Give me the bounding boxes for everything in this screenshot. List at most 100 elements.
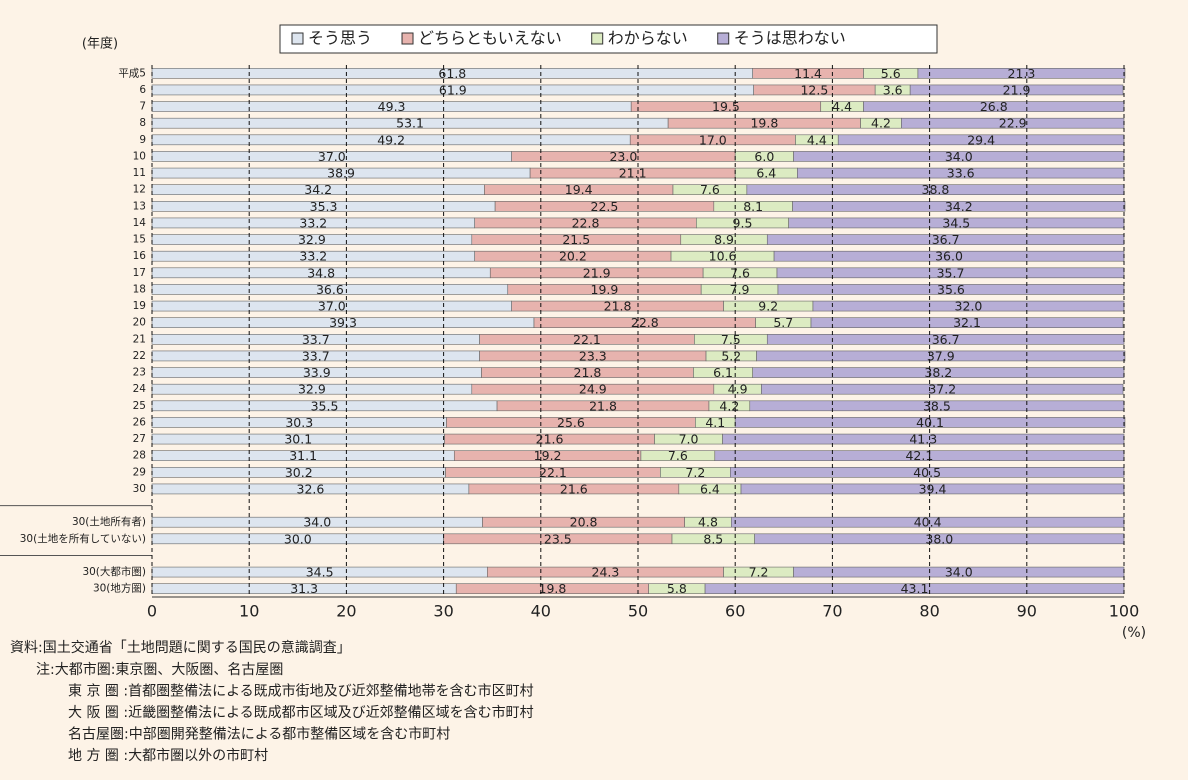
legend-swatch bbox=[291, 32, 304, 45]
note: 注:大都市圏:東京圏、大阪圏、名古屋圏 bbox=[36, 661, 283, 678]
bar-segment bbox=[766, 234, 1125, 245]
value-label: 12.5 bbox=[800, 82, 828, 97]
y-tick-label: 16 bbox=[133, 250, 147, 262]
x-axis-unit: (%) bbox=[1122, 625, 1146, 641]
value-label: 19.5 bbox=[712, 99, 740, 114]
value-label: 9.2 bbox=[758, 299, 778, 314]
value-label: 38.2 bbox=[924, 365, 952, 380]
value-label: 22.9 bbox=[999, 116, 1027, 131]
value-label: 33.6 bbox=[947, 166, 975, 181]
value-label: 49.3 bbox=[378, 99, 406, 114]
y-tick-label: 10 bbox=[133, 150, 146, 162]
y-tick-label: 11 bbox=[133, 167, 146, 179]
bar-segment bbox=[749, 400, 1125, 412]
value-label: 21.3 bbox=[1008, 66, 1036, 81]
legend-swatch bbox=[401, 32, 414, 45]
value-label: 36.0 bbox=[935, 249, 963, 264]
x-tick-label: 70 bbox=[822, 602, 842, 621]
value-label: 49.2 bbox=[377, 132, 405, 147]
note: 地 方 圏 :大都市圏以外の市町村 bbox=[68, 747, 268, 764]
value-label: 6.4 bbox=[700, 481, 720, 496]
value-label: 53.1 bbox=[396, 116, 424, 131]
value-label: 21.8 bbox=[589, 398, 617, 413]
y-tick-label: 23 bbox=[133, 367, 146, 379]
value-label: 8.1 bbox=[743, 199, 763, 214]
x-tick-label: 20 bbox=[336, 602, 356, 621]
y-tick-label: 27 bbox=[133, 433, 146, 445]
value-label: 33.7 bbox=[302, 348, 330, 363]
value-label: 22.5 bbox=[591, 199, 619, 214]
value-label: 34.2 bbox=[304, 182, 332, 197]
value-label: 33.2 bbox=[299, 215, 327, 230]
value-label: 34.0 bbox=[945, 565, 973, 580]
x-tick-label: 30 bbox=[433, 602, 453, 621]
y-tick-label: 20 bbox=[133, 317, 146, 329]
bar-segment bbox=[746, 184, 1125, 195]
value-label: 61.8 bbox=[438, 66, 466, 81]
y-tick-label: 18 bbox=[133, 283, 146, 295]
value-label: 22.1 bbox=[539, 465, 567, 480]
value-label: 35.6 bbox=[937, 282, 965, 297]
y-tick-label: 平成5 bbox=[118, 67, 146, 79]
value-label: 7.2 bbox=[749, 565, 769, 580]
bar-segment bbox=[863, 101, 1125, 112]
value-label: 7.6 bbox=[730, 265, 750, 280]
value-label: 38.0 bbox=[925, 531, 953, 546]
y-tick-label: 22 bbox=[133, 350, 146, 362]
value-label: 5.8 bbox=[667, 581, 687, 596]
y-tick-label: 30(大都市圏) bbox=[82, 565, 146, 578]
value-label: 31.1 bbox=[289, 448, 317, 463]
y-tick-label: 28 bbox=[133, 450, 146, 462]
value-label: 32.6 bbox=[297, 481, 325, 496]
bar-segment bbox=[810, 317, 1124, 328]
value-label: 21.8 bbox=[574, 365, 602, 380]
value-label: 19.8 bbox=[539, 581, 567, 596]
legend-box bbox=[279, 24, 938, 54]
y-tick-label: 12 bbox=[133, 184, 146, 196]
value-label: 19.9 bbox=[591, 282, 619, 297]
x-tick-label: 80 bbox=[919, 602, 939, 621]
value-label: 24.3 bbox=[592, 565, 620, 580]
value-label: 23.0 bbox=[609, 149, 637, 164]
value-label: 10.6 bbox=[709, 249, 737, 264]
value-label: 20.2 bbox=[559, 249, 587, 264]
value-label: 38.9 bbox=[327, 166, 355, 181]
value-label: 22.8 bbox=[631, 315, 659, 330]
legend-label: そう思う bbox=[308, 29, 372, 48]
value-label: 21.9 bbox=[1003, 82, 1031, 97]
value-label: 32.0 bbox=[955, 299, 983, 314]
value-label: 30.2 bbox=[285, 465, 313, 480]
value-label: 8.9 bbox=[714, 232, 734, 247]
value-label: 11.4 bbox=[794, 66, 822, 81]
value-label: 36.7 bbox=[932, 232, 960, 247]
value-label: 20.8 bbox=[570, 515, 598, 530]
value-label: 37.2 bbox=[928, 382, 956, 397]
y-tick-label: 21 bbox=[133, 333, 146, 345]
value-label: 36.6 bbox=[316, 282, 344, 297]
value-label: 30.0 bbox=[284, 531, 312, 546]
value-label: 33.7 bbox=[302, 332, 330, 347]
note: 東 京 圏 :首都圏整備法による既成市街地及び近郊整備地帯を含む市区町村 bbox=[68, 683, 534, 700]
bar-segment bbox=[704, 583, 1125, 594]
x-tick-label: 10 bbox=[239, 602, 259, 621]
value-label: 21.5 bbox=[562, 232, 590, 247]
x-tick-label: 90 bbox=[1017, 602, 1037, 621]
x-tick-label: 100 bbox=[1109, 602, 1140, 621]
value-label: 4.9 bbox=[728, 382, 748, 397]
value-label: 21.8 bbox=[604, 299, 632, 314]
value-label: 34.0 bbox=[945, 149, 973, 164]
value-label: 40.5 bbox=[913, 465, 941, 480]
y-tick-label: 30(地方圏) bbox=[93, 582, 146, 595]
value-label: 34.8 bbox=[307, 265, 335, 280]
x-tick-label: 40 bbox=[531, 602, 551, 621]
value-label: 5.6 bbox=[881, 66, 901, 81]
bar-segment bbox=[752, 367, 1125, 378]
value-label: 33.2 bbox=[299, 249, 327, 264]
value-label: 4.4 bbox=[832, 99, 852, 114]
value-label: 4.4 bbox=[807, 132, 827, 147]
bar-segment bbox=[776, 267, 1125, 279]
bar-segment bbox=[714, 450, 1125, 461]
value-label: 4.2 bbox=[719, 398, 739, 413]
value-label: 4.2 bbox=[871, 116, 891, 131]
value-label: 38.5 bbox=[923, 398, 951, 413]
